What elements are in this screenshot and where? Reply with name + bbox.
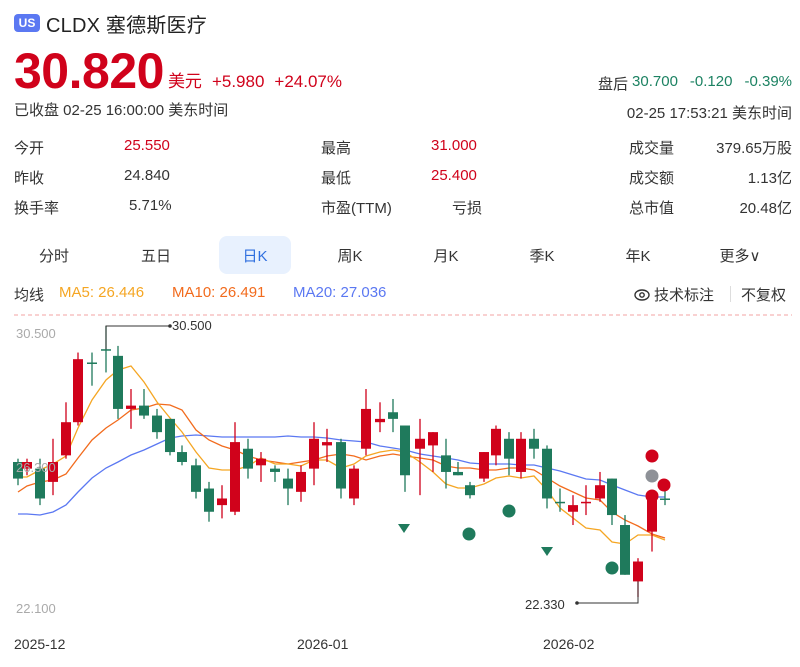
stat-label: 总市值 xyxy=(629,200,675,217)
x-axis-label: 2026-02 xyxy=(543,636,595,652)
ma10-value: MA10: 26.491 xyxy=(172,284,266,301)
currency: 美元 xyxy=(167,72,202,91)
stock-title: CLDX 塞德斯医疗 xyxy=(46,14,207,37)
min-marker-label: 22.330 xyxy=(525,597,565,612)
current-price: 30.820 xyxy=(14,43,164,99)
stats-row: 今开 25.550 最高 31.000 成交量 379.65万股 xyxy=(14,137,792,167)
stat-value-low: 25.400 xyxy=(431,167,477,184)
market-badge: US xyxy=(14,14,40,32)
period-tabs: 分时 五日 日K 周K 月K 季K 年K 更多∨ xyxy=(14,236,790,274)
stat-value-market-cap: 20.48亿 xyxy=(739,200,792,217)
stat-label: 成交量 xyxy=(629,140,675,157)
x-axis-label: 2025-12 xyxy=(14,636,66,652)
stats-row: 昨收 24.840 最低 25.400 成交额 1.13亿 xyxy=(14,167,792,197)
after-hours-price: 30.700 xyxy=(632,73,678,90)
market-status: 已收盘 02-25 16:00:00 美东时间 xyxy=(14,102,229,119)
price-change: +5.980 xyxy=(211,72,265,91)
stock-header: US CLDX 塞德斯医疗 xyxy=(14,10,207,37)
stat-value-pe: 亏损 xyxy=(452,200,483,217)
stat-value-prev-close: 24.840 xyxy=(124,167,170,184)
stat-label: 最高 xyxy=(321,140,352,157)
stat-label: 成交额 xyxy=(629,170,675,187)
eye-icon xyxy=(634,288,650,301)
divider xyxy=(730,286,731,302)
stat-label: 昨收 xyxy=(14,170,45,187)
stats-row: 换手率 5.71% 市盈(TTM) 亏损 总市值 20.48亿 xyxy=(14,197,792,227)
after-hours-time: 02-25 17:53:21 美东时间 xyxy=(626,105,792,122)
adjust-toggle[interactable]: 不复权 xyxy=(741,287,787,304)
stats-grid: 今开 25.550 最高 31.000 成交量 379.65万股 昨收 24.8… xyxy=(14,137,792,227)
stat-label: 换手率 xyxy=(14,200,60,217)
stat-value-open: 25.550 xyxy=(124,137,170,154)
tab-intraday[interactable]: 分时 xyxy=(38,247,69,265)
tab-quarterly-k[interactable]: 季K xyxy=(529,247,555,265)
after-hours-label: 盘后 xyxy=(598,76,629,93)
y-axis-label-top: 30.500 xyxy=(16,326,56,341)
price-change-pct: +24.07% xyxy=(274,72,343,91)
y-axis-label-bottom: 22.100 xyxy=(16,601,56,616)
after-hours-change-pct: -0.39% xyxy=(744,73,792,90)
stat-value-turnover-rate: 5.71% xyxy=(129,197,172,214)
stat-value-turnover: 1.13亿 xyxy=(747,170,792,187)
ma20-value: MA20: 27.036 xyxy=(293,284,387,301)
tab-weekly-k[interactable]: 周K xyxy=(337,247,363,265)
tab-daily-k[interactable]: 日K xyxy=(219,236,291,274)
ma5-value: MA5: 26.446 xyxy=(59,284,145,301)
ma-label: 均线 xyxy=(14,287,45,304)
max-marker-label: 30.500 xyxy=(172,318,212,333)
stat-label: 市盈(TTM) xyxy=(321,200,392,217)
stat-value-volume: 379.65万股 xyxy=(716,140,792,157)
candlestick-chart[interactable] xyxy=(0,310,800,667)
tab-yearly-k[interactable]: 年K xyxy=(625,247,651,265)
after-hours-quote: 盘后 30.700 -0.120 -0.39% xyxy=(598,73,792,94)
stat-label: 最低 xyxy=(321,170,352,187)
stat-value-high: 31.000 xyxy=(431,137,477,154)
y-axis-label-mid: 26.300 xyxy=(16,460,56,475)
price-row: 30.820 美元 +5.980 +24.07% xyxy=(14,40,342,96)
x-axis-label: 2026-01 xyxy=(297,636,349,652)
tab-more[interactable]: 更多∨ xyxy=(719,247,761,265)
tab-five-day[interactable]: 五日 xyxy=(140,247,171,265)
tech-marks-toggle[interactable]: 技术标注 xyxy=(634,284,714,305)
after-hours-change: -0.120 xyxy=(689,73,733,90)
tech-marks-label: 技术标注 xyxy=(654,287,715,304)
tab-monthly-k[interactable]: 月K xyxy=(433,247,459,265)
stat-label: 今开 xyxy=(14,140,45,157)
